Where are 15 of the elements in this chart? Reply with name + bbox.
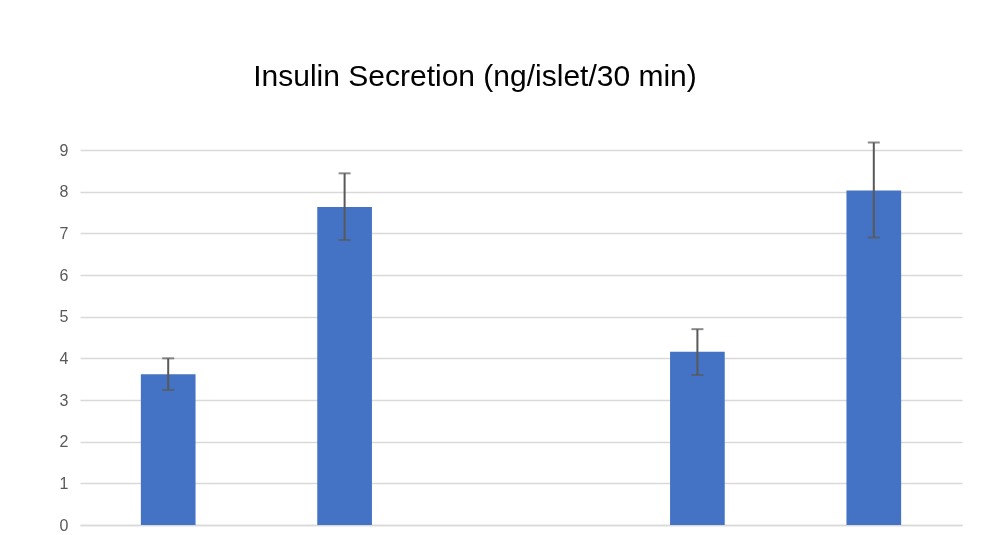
bar [317,207,372,525]
y-tick-label: 8 [59,183,69,201]
y-tick-label: 3 [59,391,69,409]
y-tick-label: 7 [59,224,69,242]
chart-title: Insulin Secretion (ng/islet/30 min) [253,58,697,92]
y-tick-label: 2 [59,433,69,451]
y-tick-label: 9 [59,141,69,159]
y-tick-label: 4 [59,349,69,367]
bar [670,351,725,525]
bar [140,374,196,525]
y-tick-label: 1 [59,474,69,492]
bar [846,190,902,525]
y-tick-label: 5 [59,308,69,326]
y-tick-label: 6 [59,266,69,284]
y-tick-label: 0 [59,516,69,534]
